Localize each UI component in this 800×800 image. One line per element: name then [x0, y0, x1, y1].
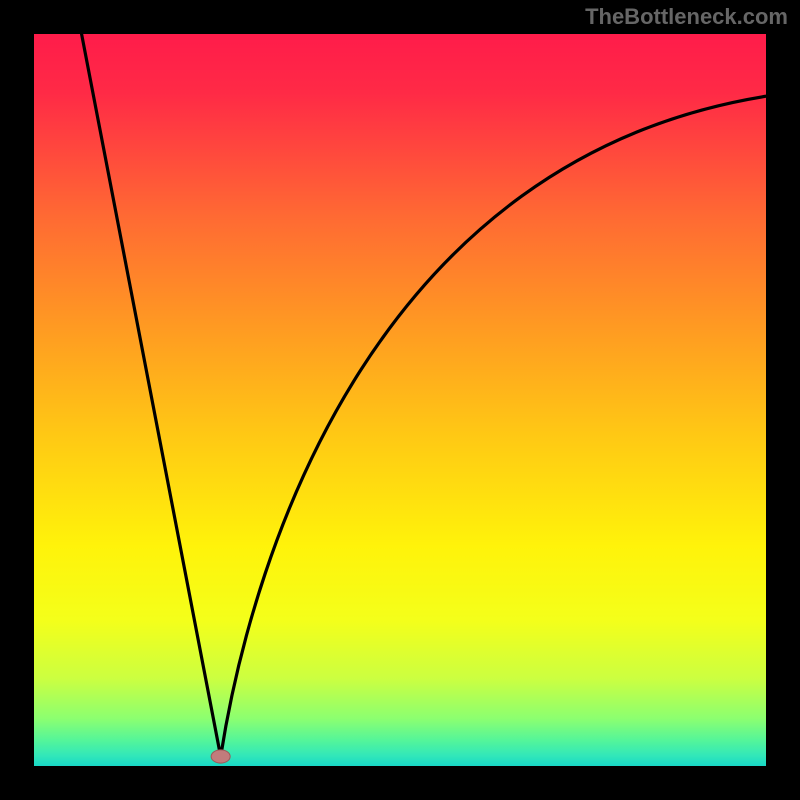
watermark-text: TheBottleneck.com — [585, 4, 788, 30]
optimal-point-marker — [211, 750, 230, 763]
chart-container: TheBottleneck.com — [0, 0, 800, 800]
plot-background-gradient — [34, 34, 766, 766]
bottleneck-curve-chart — [0, 0, 800, 800]
